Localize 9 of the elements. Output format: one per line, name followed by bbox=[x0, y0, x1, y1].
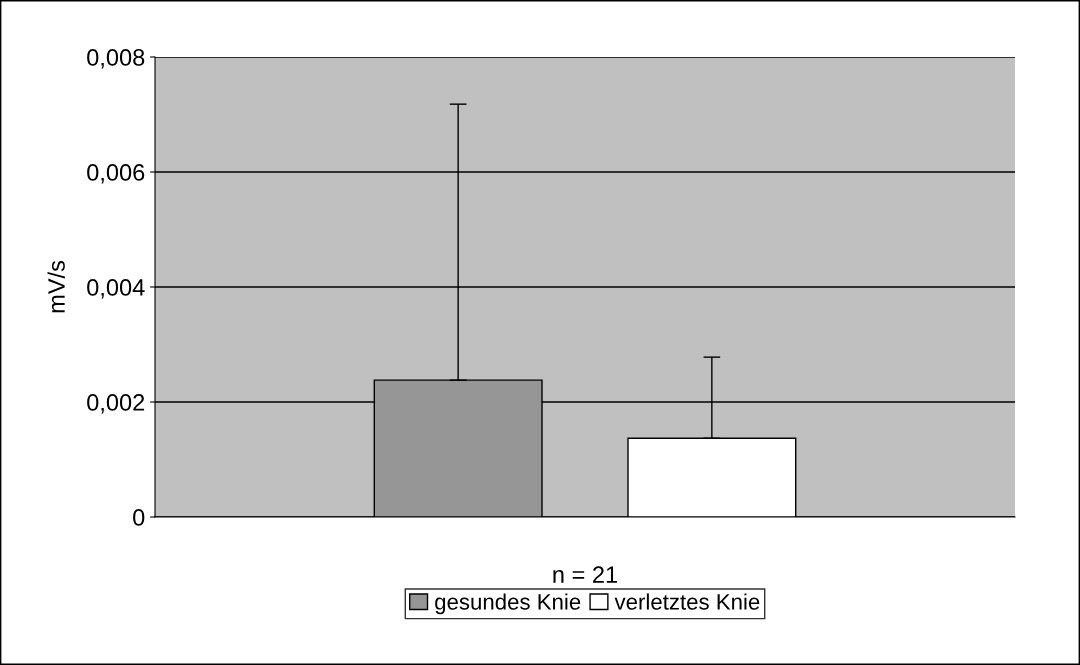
y-tick-label: 0,008 bbox=[87, 49, 145, 69]
legend-label: gesundes Knie bbox=[435, 593, 581, 615]
legend-label: verletztes Knie bbox=[614, 593, 760, 610]
x-tick-label: n = 21 bbox=[553, 566, 617, 583]
y-tick-label: 0 bbox=[133, 509, 145, 526]
y-axis-title: mV/s bbox=[47, 260, 65, 313]
y-tick-label: 0,002 bbox=[87, 394, 145, 414]
y-tick-label: 0,004 bbox=[87, 279, 145, 299]
y-tick-label: 0,006 bbox=[87, 164, 145, 184]
